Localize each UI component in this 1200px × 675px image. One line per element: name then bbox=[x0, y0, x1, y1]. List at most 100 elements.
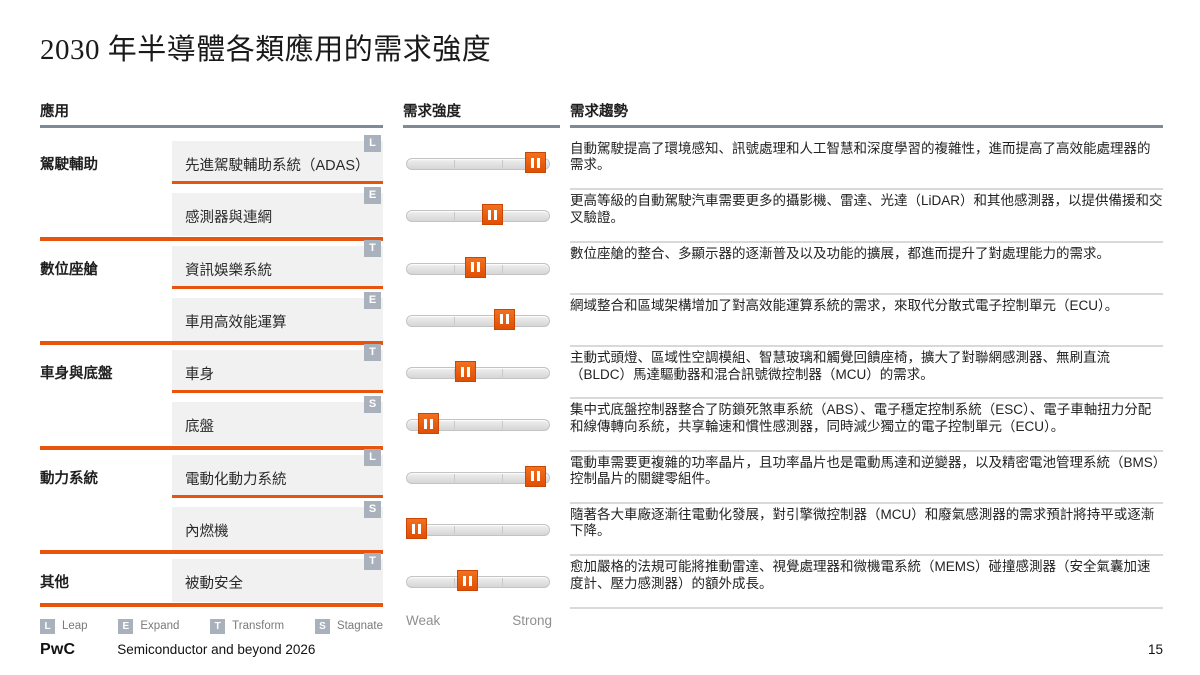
app-item-label: 電動化動力系統 bbox=[185, 471, 287, 488]
track-tick bbox=[454, 526, 456, 535]
legend: L Leap E Expand T Transform S Stagnate bbox=[40, 618, 383, 634]
legend-item: T Transform bbox=[210, 618, 285, 634]
document-title: Semiconductor and beyond 2026 bbox=[117, 642, 316, 657]
app-row: 感測器與連網 E bbox=[40, 187, 383, 242]
app-item-label: 內燃機 bbox=[185, 524, 229, 541]
trend-text: 隨著各大車廠逐漸往電動化發展，對引擎微控制器（MCU）和廢氣感測器的需求預計將持… bbox=[570, 504, 1163, 557]
slider-handle-icon bbox=[524, 152, 546, 173]
rating-badge: L bbox=[364, 448, 381, 466]
app-item-label: 先進駕駛輔助系統（ADAS） bbox=[185, 158, 370, 174]
slider-row bbox=[403, 504, 560, 556]
app-item: 車身 T bbox=[172, 344, 383, 394]
track-tick bbox=[501, 160, 503, 168]
legend-badge: S bbox=[314, 618, 330, 634]
slider-handle-icon bbox=[482, 204, 504, 226]
intensity-scale: Weak Strong bbox=[403, 613, 560, 628]
rating-badge: T bbox=[364, 344, 381, 362]
track-tick bbox=[501, 526, 503, 535]
app-item: 車用高效能運算 E bbox=[172, 291, 383, 341]
app-item-label: 被動安全 bbox=[185, 576, 243, 593]
rating-badge: L bbox=[364, 135, 381, 152]
rating-badge: E bbox=[364, 187, 381, 205]
app-item-label: 感測器與連網 bbox=[185, 210, 272, 227]
slider-handle-icon bbox=[456, 570, 478, 592]
track-tick bbox=[454, 369, 456, 378]
slider-row bbox=[403, 556, 560, 608]
legend-label: Transform bbox=[232, 620, 285, 633]
slider-handle-icon bbox=[405, 518, 427, 540]
slider-handle-icon bbox=[455, 361, 477, 383]
application-rows: 駕駛輔助 先進駕駛輔助系統（ADAS） L 感測器與連網 E 數位座艙 bbox=[40, 135, 383, 609]
track-tick bbox=[501, 264, 503, 273]
app-row: 車用高效能運算 E bbox=[40, 291, 383, 347]
rating-badge: S bbox=[364, 396, 381, 414]
rating-badge: S bbox=[364, 501, 381, 519]
slider-row bbox=[403, 347, 560, 399]
rating-badge: E bbox=[364, 291, 381, 309]
track-tick bbox=[454, 578, 456, 587]
pwc-logo: PwC bbox=[40, 641, 76, 658]
trend-text: 愈加嚴格的法規可能將推動雷達、視覺處理器和微機電系統（MEMS）碰撞感測器（安全… bbox=[570, 556, 1163, 609]
legend-label: Expand bbox=[140, 620, 180, 633]
slider-track bbox=[406, 361, 550, 383]
category-label: 車身與底盤 bbox=[40, 366, 113, 383]
legend-item: L Leap bbox=[40, 618, 88, 634]
app-item: 被動安全 T bbox=[172, 553, 383, 603]
trend-text: 集中式底盤控制器整合了防鎖死煞車系統（ABS）、電子穩定控制系統（ESC）、電子… bbox=[570, 399, 1163, 452]
slider-handle-icon bbox=[418, 413, 440, 435]
slider-row bbox=[403, 399, 560, 451]
slider-row bbox=[403, 452, 560, 504]
trend-text: 自動駕駛提高了環境感知、訊號處理和人工智慧和深度學習的複雜性，進而提高了高效能處… bbox=[570, 138, 1163, 191]
legend-item: E Expand bbox=[118, 618, 180, 634]
scale-weak-label: Weak bbox=[406, 612, 441, 628]
slider-track bbox=[406, 204, 550, 226]
trend-text: 數位座艙的整合、多顯示器的逐漸普及以及功能的擴展，都進而提升了對處理能力的需求。 bbox=[570, 243, 1163, 295]
application-column: 應用 駕駛輔助 先進駕駛輔助系統（ADAS） L 感測器與連網 E bbox=[40, 100, 383, 634]
slider-handle-icon bbox=[493, 308, 515, 330]
category-label: 數位座艙 bbox=[40, 261, 98, 278]
track-tick bbox=[501, 421, 503, 430]
slider-row bbox=[403, 243, 560, 295]
slider-rows bbox=[403, 138, 560, 609]
track-tick bbox=[454, 160, 456, 168]
category-label: 其他 bbox=[40, 575, 69, 592]
slider-handle-icon bbox=[465, 256, 487, 278]
app-item: 先進駕駛輔助系統（ADAS） L bbox=[172, 135, 383, 184]
category-label: 動力系統 bbox=[40, 470, 98, 487]
legend-badge: L bbox=[40, 618, 55, 634]
rating-badge: T bbox=[364, 239, 381, 257]
trend-text: 網域整合和區域架構增加了對高效能運算系統的需求，來取代分散式電子控制單元（ECU… bbox=[570, 295, 1163, 348]
legend-badge: T bbox=[210, 618, 226, 634]
slider-row bbox=[403, 190, 560, 242]
app-item-label: 車身 bbox=[185, 367, 214, 384]
app-item: 資訊娛樂系統 T bbox=[172, 239, 383, 289]
app-item: 感測器與連網 E bbox=[172, 187, 383, 237]
slider-track bbox=[406, 413, 550, 435]
app-item-label: 資訊娛樂系統 bbox=[185, 262, 272, 279]
track-tick bbox=[501, 578, 503, 587]
trend-text: 更高等級的自動駕駛汽車需要更多的攝影機、雷達、光達（LiDAR）和其他感測器，以… bbox=[570, 190, 1163, 243]
track-tick bbox=[454, 264, 456, 273]
slider-track bbox=[406, 308, 550, 330]
slider-row bbox=[403, 138, 560, 190]
slider-track bbox=[405, 518, 550, 540]
track-tick bbox=[454, 421, 456, 430]
legend-badge: E bbox=[118, 618, 134, 634]
app-row: 駕駛輔助 先進駕駛輔助系統（ADAS） L bbox=[40, 135, 383, 190]
app-row: 內燃機 S bbox=[40, 501, 383, 556]
application-column-header: 應用 bbox=[40, 100, 383, 128]
trend-text: 電動車需要更複雜的功率晶片，且功率晶片也是電動馬達和逆變器，以及精密電池管理系統… bbox=[570, 452, 1163, 505]
intensity-column-header: 需求強度 bbox=[403, 100, 560, 128]
track-tick bbox=[501, 473, 503, 482]
track-tick bbox=[501, 369, 503, 378]
track-tick bbox=[454, 473, 456, 482]
category-label: 駕駛輔助 bbox=[40, 157, 98, 173]
app-row: 動力系統 電動化動力系統 L bbox=[40, 448, 383, 504]
app-item: 內燃機 S bbox=[172, 501, 383, 551]
app-item-label: 底盤 bbox=[185, 419, 214, 436]
slider-track bbox=[406, 256, 550, 278]
intensity-column: 需求強度 bbox=[403, 100, 560, 634]
track-tick bbox=[454, 316, 456, 325]
app-row: 車身與底盤 車身 T bbox=[40, 344, 383, 399]
